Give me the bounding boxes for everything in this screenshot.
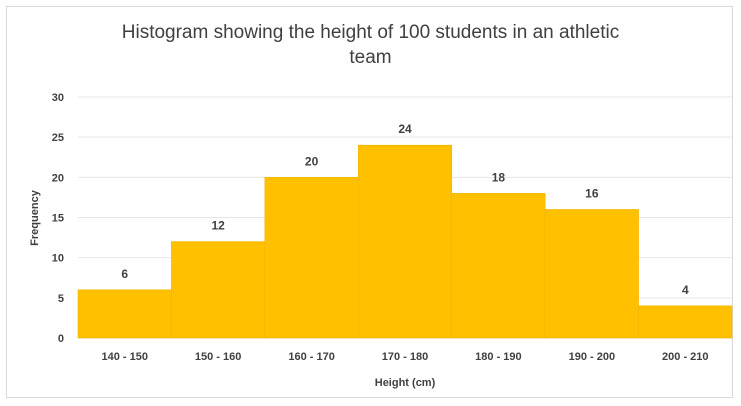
data-label: 12	[211, 219, 225, 233]
data-label: 24	[398, 122, 412, 136]
histogram-bar	[357, 144, 453, 339]
y-tick-label: 5	[58, 293, 64, 305]
x-axis-label: Height (cm)	[375, 377, 436, 389]
y-tick-label: 0	[58, 333, 64, 345]
x-tick-label: 150 - 160	[195, 351, 241, 363]
bars	[77, 144, 733, 339]
histogram-bar	[171, 241, 266, 339]
data-label: 6	[121, 267, 128, 281]
chart-title: Histogram showing the height of 100 stud…	[0, 20, 741, 70]
x-tick-label: 180 - 190	[475, 351, 521, 363]
histogram-bar	[77, 289, 172, 339]
data-label: 18	[492, 170, 506, 184]
y-tick-label: 15	[52, 213, 64, 225]
histogram-bar	[451, 193, 546, 339]
y-tick-label: 30	[52, 92, 64, 104]
histogram-bar	[264, 177, 359, 339]
y-tick-label: 20	[52, 172, 64, 184]
data-label: 16	[585, 186, 599, 200]
chart-title-line-2: team	[349, 47, 392, 68]
chart-title-line-1: Histogram showing the height of 100 stud…	[121, 22, 620, 43]
x-tick-label: 170 - 180	[382, 351, 428, 363]
y-axis-ticks: 0 5 10 15 20 25 30	[52, 92, 64, 345]
data-label: 20	[305, 154, 319, 168]
histogram-bar	[638, 305, 733, 339]
histogram-bar	[544, 209, 639, 339]
x-tick-label: 160 - 170	[288, 351, 334, 363]
x-axis-ticks: 140 - 150 150 - 160 160 - 170 170 - 180 180 …	[101, 351, 708, 363]
y-tick-label: 10	[52, 253, 64, 265]
y-axis-label: Frequency	[29, 189, 41, 246]
x-tick-label: 140 - 150	[101, 351, 147, 363]
y-tick-label: 25	[52, 132, 64, 144]
data-label: 4	[682, 283, 689, 297]
data-labels: 6 12 20 24 18 16 4	[121, 122, 689, 297]
x-tick-label: 190 - 200	[569, 351, 615, 363]
x-tick-label: 200 - 210	[662, 351, 708, 363]
